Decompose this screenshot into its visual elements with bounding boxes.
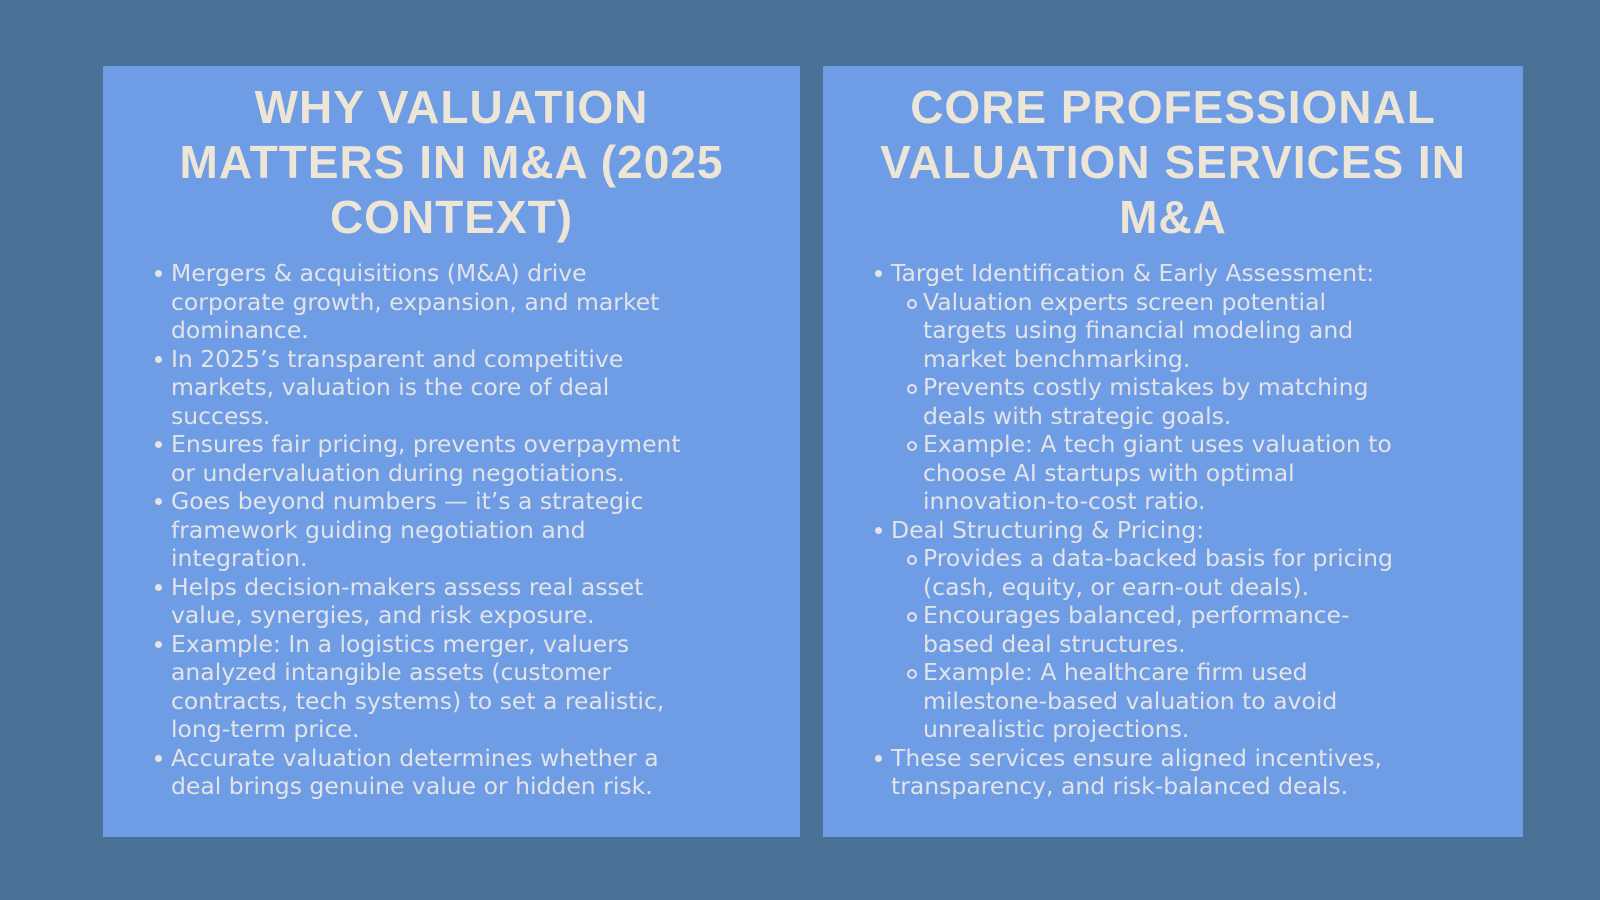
sub-bullet-item: Encourages balanced, performance-based d… xyxy=(873,601,1489,658)
card-why-valuation-matters: WHY VALUATION MATTERS IN M&A (2025 CONTEXT… xyxy=(103,66,800,837)
bullet-dot-icon xyxy=(155,441,162,448)
bullet-item: In 2025’s transparent and competitive mar… xyxy=(153,345,766,431)
bullet-dot-icon xyxy=(155,498,162,505)
bullet-dot-icon xyxy=(155,640,162,648)
card-title-line: CONTEXT) xyxy=(329,191,574,243)
bullet-line: Example: A tech giant uses valuation to xyxy=(923,430,1392,458)
bullet-line: targets using financial modeling and xyxy=(923,316,1354,344)
bullet-line: Target Identification & Early Assessment… xyxy=(891,259,1375,287)
bullet-item: Helps decision-makers assess real asset v… xyxy=(153,573,766,630)
card-bullet-list: Mergers & acquisitions (M&A) drive corpor… xyxy=(153,259,766,801)
card-title-line: M&A xyxy=(1119,191,1227,243)
bullet-line: analyzed intangible assets (customer xyxy=(171,658,612,686)
bullet-line: markets, valuation is the core of deal xyxy=(171,373,610,401)
sub-bullet-circle-icon xyxy=(907,612,917,622)
bullet-item: Example: In a logistics merger, valuers a… xyxy=(153,630,766,744)
card-title-line: VALUATION SERVICES IN xyxy=(880,136,1466,188)
sub-bullet-circle-icon xyxy=(907,669,917,679)
bullet-line: Example: A healthcare firm used xyxy=(923,658,1308,686)
bullet-line: Prevents costly mistakes by matching xyxy=(923,373,1369,401)
card-title: WHY VALUATION MATTERS IN M&A (2025 CONTEXT… xyxy=(127,80,776,245)
sub-bullet-circle-icon xyxy=(907,384,917,394)
bullet-line: Encourages balanced, performance- xyxy=(923,601,1350,629)
bullet-line: contracts, tech systems) to set a realis… xyxy=(171,686,665,715)
bullet-dot-icon xyxy=(155,583,162,591)
sub-bullet-circle-icon xyxy=(907,555,917,565)
bullet-line: integration. xyxy=(171,544,308,572)
bullet-line: Valuation experts screen potential xyxy=(923,287,1326,316)
bullet-item: These services ensure aligned incentives… xyxy=(873,744,1489,801)
bullet-line: unrealistic projections. xyxy=(923,715,1190,743)
sub-bullet-item: Example: A healthcare firm used milestone… xyxy=(873,658,1489,744)
bullet-line: milestone-based valuation to avoid xyxy=(923,686,1338,715)
bullet-item: Ensures fair pricing, prevents overpayme… xyxy=(153,430,766,487)
bullet-line: success. xyxy=(171,401,271,430)
card-title-line: MATTERS IN M&A (2025 xyxy=(179,136,724,188)
sub-bullet-circle-icon xyxy=(907,441,917,451)
card-core-valuation-services: CORE PROFESSIONAL VALUATION SERVICES IN M&… xyxy=(823,66,1523,837)
card-bullet-list: Target Identification & Early Assessment… xyxy=(873,259,1489,801)
bullet-dot-icon xyxy=(875,270,882,277)
bullet-dot-icon xyxy=(155,754,162,762)
bullet-line: market benchmarking. xyxy=(923,344,1191,373)
bullet-line: innovation-to-cost ratio. xyxy=(923,487,1206,515)
bullet-line: long-term price. xyxy=(171,715,360,743)
bullet-line: transparency, and risk-balanced deals. xyxy=(891,772,1349,800)
bullet-item: Goes beyond numbers — it’s a strategic fr… xyxy=(153,487,766,573)
bullet-line: dominance. xyxy=(171,316,309,344)
card-title: CORE PROFESSIONAL VALUATION SERVICES IN M&… xyxy=(847,80,1499,245)
bullet-line: deal brings genuine value or hidden risk… xyxy=(171,772,653,800)
sub-bullet-item: Prevents costly mistakes by matching deal… xyxy=(873,373,1489,430)
bullet-line: Mergers & acquisitions (M&A) drive xyxy=(171,259,587,287)
bullet-line: deals with strategic goals. xyxy=(923,401,1232,430)
bullet-item: Target Identification & Early Assessment… xyxy=(873,259,1489,288)
bullet-line: Deal Structuring & Pricing: xyxy=(891,515,1205,544)
sub-bullet-item: Example: A tech giant uses valuation to c… xyxy=(873,430,1489,516)
bullet-item: Mergers & acquisitions (M&A) drive corpor… xyxy=(153,259,766,345)
bullet-line: Accurate valuation determines whether a xyxy=(171,743,659,772)
bullet-line: (cash, equity, or earn-out deals). xyxy=(923,572,1309,601)
sub-bullet-circle-icon xyxy=(907,298,917,309)
bullet-line: value, synergies, and risk exposure. xyxy=(171,601,595,629)
bullet-line: Helps decision-makers assess real asset xyxy=(171,572,644,601)
bullet-line: or undervaluation during negotiations. xyxy=(171,458,625,487)
bullet-dot-icon xyxy=(155,355,162,363)
bullet-line: These services ensure aligned incentives… xyxy=(891,743,1382,772)
bullet-line: Goes beyond numbers — it’s a strategic xyxy=(171,487,644,515)
bullet-line: In 2025’s transparent and competitive xyxy=(171,344,624,373)
sub-bullet-item: Valuation experts screen potential target… xyxy=(873,288,1489,374)
bullet-line: based deal structures. xyxy=(923,629,1186,658)
bullet-line: corporate growth, expansion, and market xyxy=(171,287,660,316)
card-title-line: CORE PROFESSIONAL xyxy=(910,81,1436,133)
bullet-line: Example: In a logistics merger, valuers xyxy=(171,629,630,658)
bullet-dot-icon xyxy=(155,270,162,277)
bullet-line: framework guiding negotiation and xyxy=(171,515,586,544)
bullet-line: Ensures fair pricing, prevents overpayme… xyxy=(171,430,681,458)
bullet-line: Provides a data-backed basis for pricing xyxy=(923,544,1393,572)
card-title-line: WHY VALUATION xyxy=(254,81,649,133)
bullet-item: Deal Structuring & Pricing: xyxy=(873,516,1489,545)
bullet-line: choose AI startups with optimal xyxy=(923,458,1295,487)
sub-bullet-item: Provides a data-backed basis for pricing… xyxy=(873,544,1489,601)
bullet-dot-icon xyxy=(875,526,882,534)
bullet-dot-icon xyxy=(875,754,882,762)
